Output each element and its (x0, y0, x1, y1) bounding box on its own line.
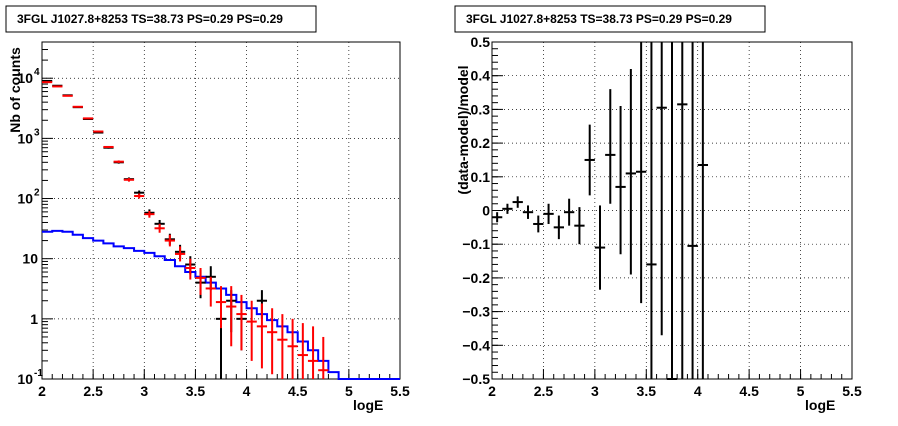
y-tick-label: −0.4 (462, 337, 490, 353)
model-count-point (267, 308, 278, 375)
x-tick-label: 2.5 (83, 383, 103, 399)
model-count-point (144, 211, 155, 218)
y-tick-exponent: 2 (34, 188, 40, 199)
model-count-point (174, 246, 186, 262)
model-count-point (297, 323, 308, 379)
y-tick-label: 0.5 (471, 34, 491, 50)
residual-panel: 2 2.5 3 3.5 4 4.5 5 5.5 −0.5 −0.4 −0.3 −0.2 −0.1 0 0.1… (454, 5, 862, 413)
model-count-point (256, 303, 268, 369)
y-tick-exponent: 3 (34, 127, 40, 138)
x-tick-label: 3.5 (186, 383, 206, 399)
model-count-point (195, 268, 206, 295)
data-point (512, 196, 523, 208)
data-point (522, 205, 534, 219)
x-tick-label: 2 (488, 383, 496, 399)
x-tick-label: 5.5 (390, 383, 410, 399)
model-count-point (215, 286, 227, 329)
model-count-point (134, 193, 145, 199)
x-tick-label: 4 (694, 383, 702, 399)
x-tick-label: 2 (38, 383, 46, 399)
x-tick-label: 4 (243, 383, 251, 399)
model-count-point (72, 105, 83, 108)
y-tick-label: 0.1 (471, 169, 491, 185)
x-tick-label: 3 (140, 383, 148, 399)
model-count-point (42, 81, 53, 84)
model-count-point (205, 276, 216, 307)
model-count-point (164, 234, 175, 247)
y-tick-label: 10 (17, 130, 33, 146)
data-point (666, 42, 678, 380)
y-tick-label: −0.5 (462, 371, 490, 387)
model-count-point (277, 314, 288, 379)
data-point (677, 42, 688, 379)
x-tick-label: 2.5 (534, 383, 554, 399)
y-tick-exponent: 4 (34, 67, 40, 78)
model-count-point (93, 130, 104, 133)
data-point (697, 42, 708, 379)
data-point (574, 207, 585, 245)
chart-title: 3FGL J1027.8+8253 TS=38.73 PS=0.29 PS=0.… (466, 12, 732, 26)
y-tick-exponent: -1 (34, 368, 43, 379)
title-box (454, 5, 766, 33)
data-point (646, 42, 657, 379)
y-tick-label: 10 (17, 191, 33, 207)
data-point (625, 68, 636, 275)
y-tick-label: 0.2 (471, 135, 491, 151)
y-tick-label: −0.2 (462, 270, 490, 286)
y-tick-label: 0.3 (471, 101, 491, 117)
model-count-point (287, 318, 298, 379)
data-point (594, 205, 606, 290)
data-point (605, 89, 616, 204)
y-tick-label: −0.1 (462, 236, 490, 252)
data-point (584, 124, 595, 196)
model-count-point (185, 258, 196, 280)
x-axis-label: logE (805, 397, 835, 413)
model-count-point (123, 178, 135, 182)
data-point (502, 203, 513, 214)
model-count-point (236, 294, 247, 351)
title-box (5, 5, 317, 33)
model-count-point (62, 94, 73, 97)
y-axis-label: Nb of counts (7, 47, 23, 133)
data-point (543, 203, 554, 224)
data-point (564, 198, 575, 226)
y-axis-label: (data-model)/model (455, 65, 471, 194)
x-tick-label: 3.5 (637, 383, 657, 399)
x-tick-label: 5 (797, 383, 805, 399)
y-tick-label: −0.3 (462, 304, 490, 320)
y-tick-label: 10 (17, 70, 33, 86)
x-tick-label: 5.5 (842, 383, 862, 399)
model-count-point (154, 223, 165, 233)
model-count-point (226, 286, 237, 347)
model-count-point (307, 326, 319, 379)
x-tick-label: 4.5 (288, 383, 308, 399)
x-tick-label: 4.5 (739, 383, 759, 399)
model-count-point (318, 336, 329, 379)
chart-title: 3FGL J1027.8+8253 TS=38.73 PS=0.29 PS=0.… (17, 12, 283, 26)
data-point (615, 106, 626, 255)
data-point (656, 42, 667, 336)
x-tick-label: 3 (591, 383, 599, 399)
y-tick-label: 0.4 (471, 68, 491, 84)
y-tick-label: 10 (17, 371, 33, 387)
data-point (553, 215, 564, 240)
data-point (636, 42, 647, 304)
x-axis-label: logE (353, 397, 383, 413)
data-point (687, 42, 698, 379)
data-point (533, 215, 544, 233)
y-tick-label: 10 (22, 251, 38, 267)
model-count-point (52, 85, 63, 88)
model-count-point (103, 145, 114, 148)
model-count-point (246, 300, 257, 361)
model-count-point (113, 160, 124, 163)
model-count-point (82, 117, 94, 120)
y-tick-label: 1 (30, 311, 38, 327)
y-tick-label: 0 (482, 203, 490, 219)
x-tick-label: 5 (345, 383, 353, 399)
data-point (492, 212, 503, 223)
